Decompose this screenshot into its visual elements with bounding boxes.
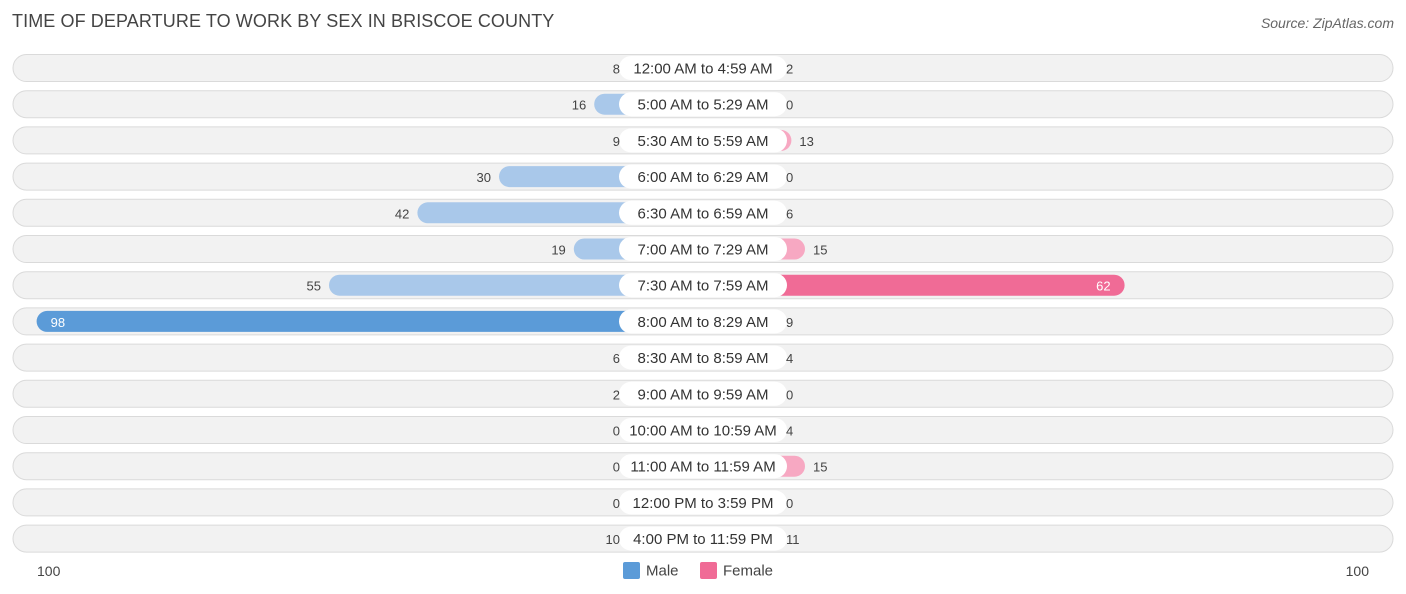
female-value-label: 0 — [786, 387, 793, 402]
female-value-label: 13 — [799, 134, 813, 149]
category-label-box — [619, 56, 787, 80]
chart-title: TIME OF DEPARTURE TO WORK BY SEX IN BRIS… — [12, 11, 555, 31]
legend-male-swatch — [623, 562, 640, 579]
female-value-label: 11 — [786, 532, 800, 547]
male-value-label: 9 — [613, 134, 620, 149]
category-label: 6:30 AM to 6:59 AM — [638, 205, 769, 222]
male-value-label: 55 — [307, 279, 321, 294]
category-label-box — [619, 309, 787, 334]
female-value-label: 2 — [786, 62, 793, 77]
female-value-label: 0 — [786, 98, 793, 113]
axis-right-label: 100 — [1346, 563, 1370, 579]
axis-left-label: 100 — [37, 563, 61, 579]
male-value-label: 98 — [51, 315, 65, 330]
female-value-label: 4 — [786, 424, 793, 439]
male-value-label: 19 — [551, 243, 565, 258]
female-value-label: 0 — [786, 170, 793, 185]
category-label: 5:30 AM to 5:59 AM — [638, 133, 769, 150]
male-value-label: 10 — [606, 532, 620, 547]
male-value-label: 0 — [613, 496, 620, 511]
category-label: 8:00 AM to 8:29 AM — [638, 314, 769, 331]
category-label-box — [619, 92, 787, 117]
female-value-label: 4 — [786, 351, 793, 366]
legend-female-swatch — [700, 562, 717, 579]
legend-male-label: Male — [646, 563, 679, 580]
male-value-label: 16 — [572, 98, 586, 113]
female-value-label: 9 — [786, 315, 793, 330]
category-label-box — [619, 237, 787, 261]
category-label: 10:00 AM to 10:59 AM — [629, 423, 777, 440]
category-label: 7:30 AM to 7:59 AM — [638, 278, 769, 295]
female-value-label: 6 — [786, 206, 793, 221]
category-label: 11:00 AM to 11:59 AM — [630, 459, 775, 476]
female-value-label: 15 — [813, 460, 827, 475]
category-label-box — [619, 200, 787, 225]
male-value-label: 0 — [613, 424, 620, 439]
category-label: 9:00 AM to 9:59 AM — [638, 386, 769, 403]
female-value-label: 15 — [813, 243, 827, 258]
male-value-label: 6 — [613, 351, 620, 366]
female-value-label: 0 — [786, 496, 793, 511]
male-bar — [36, 310, 704, 332]
category-label: 12:00 AM to 4:59 AM — [633, 61, 772, 78]
legend-female-label: Female — [723, 563, 773, 580]
category-label-box — [619, 345, 787, 370]
category-label-box — [619, 164, 787, 189]
category-label-box — [619, 128, 787, 153]
female-bar — [703, 274, 1125, 296]
category-label: 8:30 AM to 8:59 AM — [638, 350, 769, 367]
female-value-label: 62 — [1096, 279, 1110, 294]
category-label: 7:00 AM to 7:29 AM — [638, 242, 769, 259]
category-label-box — [619, 381, 787, 406]
male-value-label: 8 — [613, 62, 620, 77]
category-label: 4:00 PM to 11:59 PM — [633, 531, 773, 548]
male-value-label: 2 — [613, 387, 620, 402]
category-label-box — [619, 526, 787, 551]
male-value-label: 30 — [477, 170, 491, 185]
category-label: 5:00 AM to 5:29 AM — [638, 97, 769, 114]
category-label-box — [619, 490, 787, 515]
category-label-box — [619, 454, 787, 479]
male-value-label: 0 — [613, 460, 620, 475]
category-label-box — [619, 418, 787, 442]
category-label-box — [619, 273, 787, 298]
category-label: 12:00 PM to 3:59 PM — [633, 495, 774, 512]
male-bar — [329, 274, 703, 296]
male-value-label: 42 — [395, 206, 409, 221]
chart-source: Source: ZipAtlas.com — [1260, 15, 1394, 31]
category-label: 6:00 AM to 6:29 AM — [638, 169, 769, 186]
